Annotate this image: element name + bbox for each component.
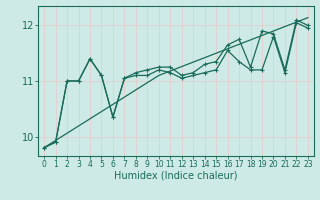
- X-axis label: Humidex (Indice chaleur): Humidex (Indice chaleur): [114, 171, 238, 181]
